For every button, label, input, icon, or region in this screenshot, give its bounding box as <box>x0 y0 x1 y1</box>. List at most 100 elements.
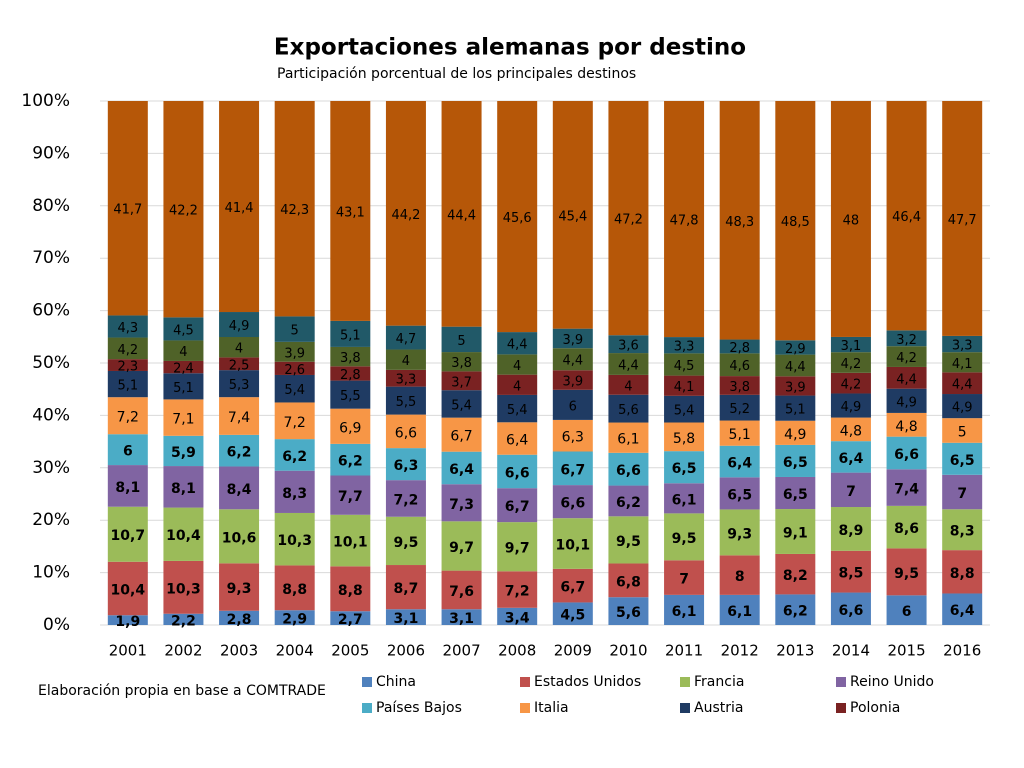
bar-segment <box>664 560 705 595</box>
data-label: 3,3 <box>674 340 695 355</box>
data-label: 6,3 <box>394 458 419 474</box>
data-label: 7 <box>679 572 689 588</box>
bar-segment <box>497 454 538 489</box>
data-label: 6,1 <box>727 604 752 620</box>
bar-segment <box>608 563 649 598</box>
data-label: 2,9 <box>282 612 307 628</box>
bar-segment <box>330 443 371 476</box>
data-label: 45,6 <box>503 211 532 226</box>
data-label: 9,7 <box>505 541 530 557</box>
data-label: 3,1 <box>449 611 474 627</box>
bar-segment <box>441 570 482 610</box>
bar-segment <box>775 101 816 341</box>
bar-segment <box>274 101 315 317</box>
data-label: 2,7 <box>338 612 363 628</box>
legend-label: Austria <box>694 700 743 716</box>
data-label: 6,8 <box>616 574 641 590</box>
bar-segment <box>219 397 260 435</box>
data-label: 6,4 <box>727 456 752 472</box>
data-label: 5,9 <box>171 445 196 461</box>
data-label: 6,4 <box>449 462 474 478</box>
source-note: Elaboración propia en base a COMTRADE <box>38 683 326 699</box>
data-label: 7,4 <box>228 410 250 426</box>
data-label: 5,3 <box>229 378 250 393</box>
data-label: 4,9 <box>896 395 917 410</box>
bar-segment <box>441 417 482 452</box>
data-label: 7,7 <box>338 489 363 505</box>
bar-segment <box>219 466 260 510</box>
bar-segment <box>608 422 649 453</box>
data-label: 8,4 <box>227 482 252 498</box>
data-label: 5,4 <box>451 398 472 413</box>
bar-segment <box>552 602 593 625</box>
data-label: 10,7 <box>111 528 146 544</box>
bar-segment <box>942 418 983 443</box>
bar-segment <box>497 571 538 608</box>
data-label: 4,2 <box>841 357 862 372</box>
data-label: 2,8 <box>729 341 750 356</box>
data-label: 48,5 <box>781 215 810 230</box>
bar-segment <box>385 414 426 449</box>
data-label: 10,3 <box>277 533 312 549</box>
bar-segment <box>886 595 927 625</box>
data-label: 10,1 <box>333 535 368 551</box>
bar-segment <box>330 611 371 625</box>
bar-segment <box>163 399 204 436</box>
bar-segment <box>830 352 871 373</box>
bar-segment <box>942 442 983 475</box>
bar-segment <box>608 335 649 354</box>
bar-segment <box>886 388 927 413</box>
bar-segment <box>552 568 593 603</box>
data-label: 10,6 <box>222 530 257 546</box>
data-label: 7,4 <box>894 482 919 498</box>
data-label: 4,2 <box>896 351 917 366</box>
bar-segment <box>664 337 705 354</box>
y-tick-label: 0% <box>43 615 70 635</box>
bar-segment <box>830 441 871 473</box>
data-label: 9,7 <box>449 540 474 556</box>
bar-segment <box>385 349 426 370</box>
legend-label: Estados Unidos <box>534 674 641 690</box>
bar-segment <box>719 101 760 340</box>
y-tick-label: 10% <box>32 563 70 583</box>
data-label: 7,2 <box>394 492 419 508</box>
bar-segment <box>107 434 148 466</box>
data-label: 6,6 <box>560 496 585 512</box>
data-label: 3,7 <box>451 375 472 390</box>
data-label: 2,4 <box>173 362 194 377</box>
data-label: 9,3 <box>727 526 752 542</box>
data-label: 9,5 <box>894 566 919 582</box>
bar-segment <box>608 394 649 423</box>
data-label: 3,9 <box>562 333 583 348</box>
bar-segment <box>719 509 760 556</box>
data-label: 4,9 <box>952 401 973 416</box>
bar-segment <box>719 420 760 446</box>
bar-segment <box>664 353 705 376</box>
bar-segment <box>775 420 816 445</box>
data-label: 9,3 <box>227 581 252 597</box>
data-label: 4,5 <box>674 359 695 374</box>
data-label: 4,2 <box>117 343 138 358</box>
data-label: 6,4 <box>839 451 864 467</box>
bar-segment <box>775 376 816 396</box>
bar-segment <box>219 312 260 338</box>
x-tick-label: 2015 <box>887 642 925 660</box>
bar-segment <box>775 476 816 510</box>
bar-segment <box>664 422 705 452</box>
data-label: 6,2 <box>616 495 641 511</box>
data-label: 5,1 <box>173 381 194 396</box>
data-label: 8,8 <box>950 566 975 582</box>
bar-segment <box>608 101 649 336</box>
bar-segment <box>552 518 593 569</box>
bar-segment <box>385 448 426 481</box>
bar-segment <box>330 514 371 567</box>
data-label: 4,4 <box>562 354 583 369</box>
bar-segment <box>330 101 371 321</box>
data-label: 6 <box>902 604 912 620</box>
bar-segment <box>274 439 315 471</box>
x-tick-label: 2003 <box>220 642 258 660</box>
data-label: 7,2 <box>284 415 306 431</box>
data-label: 47,8 <box>670 214 699 229</box>
bar-segment <box>830 393 871 418</box>
